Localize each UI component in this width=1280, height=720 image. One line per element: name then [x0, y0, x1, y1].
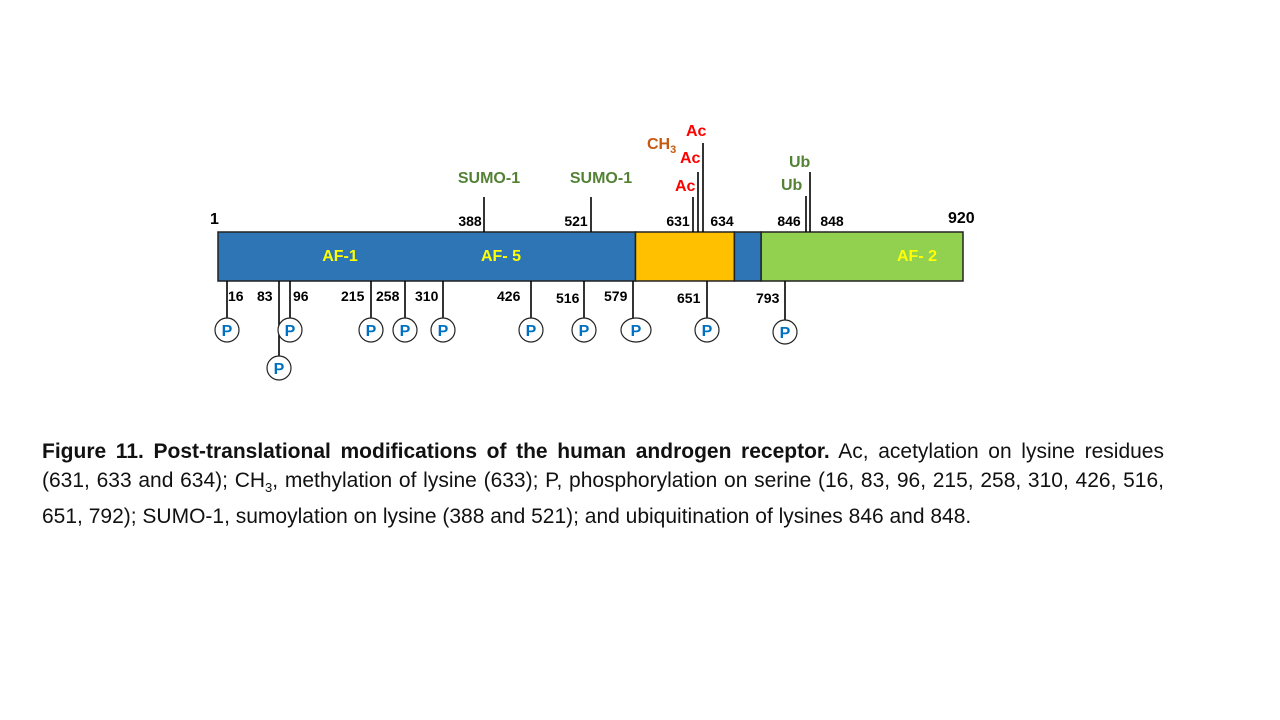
phospho-label: P: [366, 323, 377, 340]
domain-segment: [634, 231, 736, 282]
phospho-label: P: [780, 325, 791, 342]
phospho-label: P: [631, 323, 642, 340]
caption-title: Figure 11. Post-translational modificati…: [42, 440, 830, 463]
phospho-circle: [772, 319, 798, 345]
phospho-label: P: [400, 323, 411, 340]
phospho-label: P: [438, 323, 449, 340]
phospho-site-number-83: 83: [257, 288, 273, 304]
site-number-388: 388: [458, 213, 482, 229]
phospho-circle: [214, 317, 240, 343]
sumoylation-label: SUMO-1: [570, 170, 632, 187]
phospho-circle: [358, 317, 384, 343]
caption-text-2: , methylation of lysine (633); P, phosph…: [42, 469, 1164, 529]
phospho-circle: [392, 317, 418, 343]
phospho-label: P: [579, 323, 590, 340]
site-number-848: 848: [820, 213, 844, 229]
sumoylation-label: SUMO-1: [458, 170, 520, 187]
site-number-521: 521: [564, 213, 588, 229]
phospho-site-number-310: 310: [415, 288, 439, 304]
phospho-circle: [571, 317, 597, 343]
phospho-site-number-96: 96: [293, 288, 309, 304]
top-modification-sites: 388SUMO-1521SUMO-1631AcAcCH3634Ac846Ub84…: [458, 123, 844, 232]
acetylation-label: Ac: [680, 150, 701, 167]
site-number-634: 634: [710, 213, 734, 229]
phosphorylation-sites: 16 P 83 P 96 P 215 P 258 P 310 P 426 P 516 P 579 P 651 P 793…: [214, 281, 798, 381]
phospho-circle: [277, 317, 303, 343]
phospho-site-number-258: 258: [376, 288, 400, 304]
phospho-circle: [266, 355, 292, 381]
phospho-circle: [430, 317, 456, 343]
phospho-site-number-651: 651: [677, 290, 701, 306]
domain-segment: [760, 231, 964, 282]
phospho-circle: [620, 317, 652, 343]
phospho-site-number-516: 516: [556, 290, 580, 306]
phospho-label: P: [285, 323, 296, 340]
phospho-site-number-426: 426: [497, 288, 521, 304]
domain-label: AF-1: [322, 248, 358, 265]
domain-segment: [733, 231, 762, 282]
phospho-label: P: [702, 323, 713, 340]
phospho-circle: [694, 317, 720, 343]
site-number-631: 631: [666, 213, 690, 229]
ubiquitination-label: Ub: [789, 154, 811, 171]
acetylation-label: Ac: [686, 123, 707, 140]
domain-label: AF- 2: [897, 248, 937, 265]
caption-subscript: 3: [265, 480, 273, 496]
phospho-site-number-793: 793: [756, 290, 780, 306]
phospho-label: P: [526, 323, 537, 340]
acetylation-label: Ac: [675, 178, 696, 195]
protein-bar: AF-1 AF- 5 AF- 2: [217, 231, 964, 282]
phospho-label: P: [274, 361, 285, 378]
phospho-site-number-16: 16: [228, 288, 244, 304]
start-residue-label: 1: [210, 211, 219, 228]
methylation-label: CH3: [647, 136, 676, 156]
phospho-site-number-579: 579: [604, 288, 628, 304]
phospho-site-number-215: 215: [341, 288, 365, 304]
phospho-label: P: [222, 323, 233, 340]
androgen-receptor-diagram: AF-1 AF- 5 AF- 2 388 SUMO-1 521 SUMO-1 631 Ac Ac…: [210, 123, 975, 381]
figure-caption: Figure 11. Post-translational modificati…: [42, 437, 1164, 531]
end-residue-label: 920: [948, 210, 975, 227]
domain-label: AF- 5: [481, 248, 521, 265]
domain-segment: [217, 231, 637, 282]
caption-text-1: Ac, acetylation on lysine residues (631,…: [42, 440, 1164, 492]
site-number-846: 846: [777, 213, 801, 229]
ubiquitination-label: Ub: [781, 177, 803, 194]
phospho-circle: [518, 317, 544, 343]
